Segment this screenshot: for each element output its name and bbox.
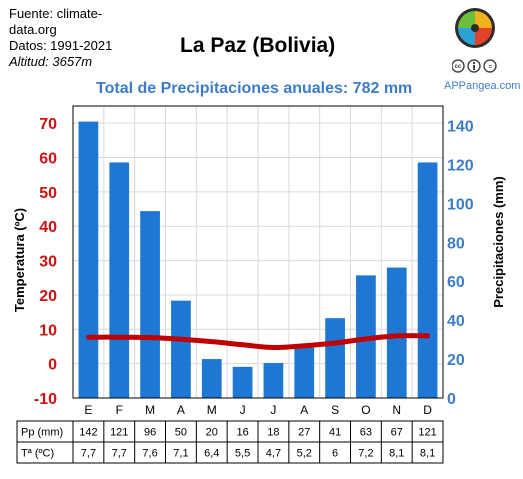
right-tick-label: 120 (447, 157, 474, 174)
data-table: Pp (mm) 142 121 96 50 20 16 18 27 41 63 67 121 Tª (ºC… (16, 420, 444, 464)
table-cell: 50 (175, 427, 187, 439)
table-cell: 7,7 (81, 448, 96, 460)
left-tick-label: 20 (39, 288, 57, 305)
chart-subtitle: Total de Precipitaciones anuales: 782 mm (96, 80, 413, 97)
month-label: D (423, 403, 432, 417)
right-axis-label: Precipitaciones (mm) (491, 176, 506, 308)
temperature-line (85, 333, 431, 351)
table-cell: 121 (418, 427, 436, 439)
right-tick-label: 60 (447, 274, 465, 291)
table-cell: 96 (144, 427, 156, 439)
left-tick-label: 70 (39, 116, 57, 133)
left-tick-label: 10 (39, 322, 57, 339)
precipitation-bar (140, 211, 160, 398)
left-tick-label: 30 (39, 254, 57, 271)
left-tick-label: 50 (39, 185, 57, 202)
month-label: O (361, 403, 370, 417)
table-cell: 7,6 (142, 448, 157, 460)
brand-label: APPangea.com (444, 80, 521, 92)
table-cell: 7,1 (173, 448, 188, 460)
precipitation-bar (325, 318, 345, 398)
month-label: E (84, 403, 92, 417)
precipitation-bars (78, 121, 438, 398)
table-cell: 5,5 (235, 448, 250, 460)
left-axis-label: Temperatura (ºC) (12, 208, 27, 312)
month-label: M (207, 403, 217, 417)
precipitation-bar (294, 345, 315, 398)
chart-title: La Paz (Bolivia) (180, 34, 336, 57)
table-cell: 7,7 (112, 448, 127, 460)
right-tick-label: 100 (447, 196, 474, 213)
table-row-label: Tª (ºC) (21, 448, 54, 460)
month-label: A (177, 403, 185, 417)
source-info: Fuente: climate- data.org Datos: 1991-20… (9, 6, 112, 70)
left-tick-label: 60 (39, 151, 57, 168)
data-period: Datos: 1991-2021 (9, 38, 113, 53)
appangea-logo: cc = (451, 6, 522, 83)
table-cell: 8,1 (420, 448, 435, 460)
month-label: F (116, 403, 123, 417)
month-label: N (392, 403, 401, 417)
svg-text:cc: cc (455, 64, 462, 70)
month-label: A (300, 403, 308, 417)
table-cell: 6,4 (204, 448, 219, 460)
gridlines (73, 106, 443, 399)
precipitation-bar (78, 121, 99, 398)
precipitation-bar (263, 362, 284, 398)
svg-text:=: = (489, 65, 493, 71)
table-cell: 142 (79, 427, 97, 439)
table-cell: 4,7 (266, 448, 281, 460)
table-cell: 67 (391, 427, 403, 439)
right-tick-label: 80 (447, 235, 465, 252)
table-cell: 6 (332, 448, 338, 460)
table-cell: 41 (329, 427, 341, 439)
precipitation-bar (417, 162, 438, 398)
left-tick-label: 0 (48, 357, 57, 374)
precipitation-bar (109, 162, 130, 398)
altitude: Altitud: 3657m (9, 54, 93, 69)
table-cell: 63 (360, 427, 372, 439)
table-cell: 16 (236, 427, 248, 439)
source-line: Fuente: climate- (9, 6, 103, 21)
source-line: data.org (9, 22, 57, 37)
plot-frame (72, 105, 444, 399)
month-label: S (331, 403, 339, 417)
left-axis-ticks: -10 0 10 20 30 40 50 60 70 (34, 116, 57, 408)
table-cell: 27 (298, 427, 310, 439)
right-tick-label: 40 (447, 313, 465, 330)
precipitation-bar (232, 366, 253, 398)
right-tick-label: 20 (447, 352, 465, 369)
table-row-label: Pp (mm) (21, 427, 63, 439)
left-tick-label: 40 (39, 219, 57, 236)
creative-commons-icon (451, 59, 497, 73)
table-cell: 20 (206, 427, 218, 439)
right-tick-label: 140 (447, 118, 474, 135)
table-cell: 7,2 (358, 448, 373, 460)
left-tick-label: -10 (34, 391, 57, 408)
puzzle-logo-icon (455, 8, 495, 48)
right-tick-label: 0 (447, 391, 456, 408)
table-cell: 5,2 (297, 448, 312, 460)
precipitation-bar (386, 267, 407, 398)
table-cell: 8,1 (389, 448, 404, 460)
month-label: M (145, 403, 155, 417)
month-label: J (240, 403, 246, 417)
precipitation-bar (201, 359, 222, 398)
right-axis-ticks: 0 20 40 60 80 100 120 140 (447, 118, 474, 408)
table-cell: 121 (110, 427, 128, 439)
precipitation-bar (171, 300, 191, 398)
month-label: J (270, 403, 276, 417)
table-cell: 18 (267, 427, 279, 439)
